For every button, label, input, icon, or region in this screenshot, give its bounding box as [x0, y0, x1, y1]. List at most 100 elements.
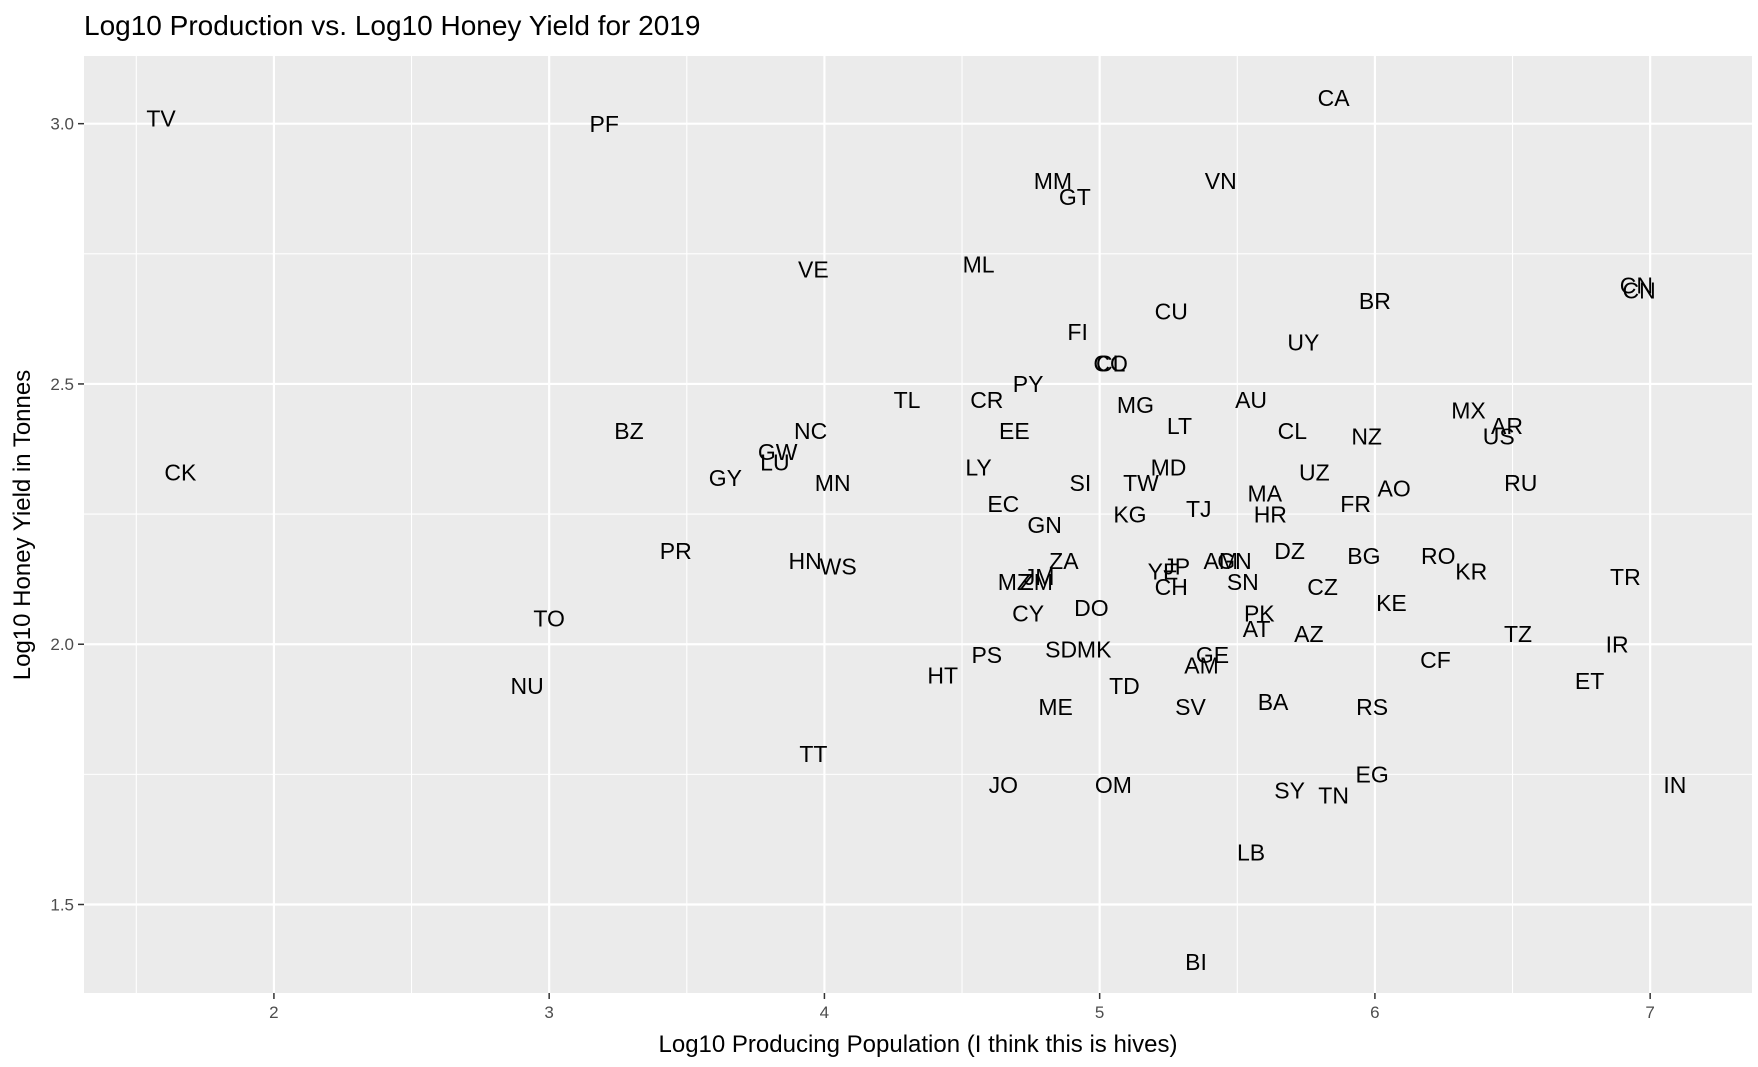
- point-label-ee: EE: [999, 418, 1030, 444]
- x-tick-label: 5: [1095, 1003, 1104, 1022]
- point-label-nu: NU: [511, 673, 544, 699]
- point-label-br: BR: [1359, 288, 1391, 314]
- point-label-tt: TT: [799, 741, 827, 767]
- point-label-ec: EC: [987, 491, 1019, 517]
- point-label-ma: MA: [1248, 481, 1283, 507]
- y-tick-label: 1.5: [50, 896, 74, 915]
- point-label-jm: JM: [1024, 564, 1055, 590]
- point-label-dz: DZ: [1274, 538, 1305, 564]
- point-label-mn: MN: [815, 470, 851, 496]
- point-label-cy: CY: [1012, 600, 1044, 626]
- point-label-am: AM: [1184, 652, 1219, 678]
- point-label-ve: VE: [798, 257, 829, 283]
- point-label-mk: MK: [1077, 637, 1112, 663]
- point-label-cz: CZ: [1307, 574, 1338, 600]
- point-label-tj: TJ: [1186, 496, 1212, 522]
- point-label-bi: BI: [1185, 949, 1207, 975]
- point-label-at: AT: [1243, 616, 1271, 642]
- point-label-ro: RO: [1421, 543, 1456, 569]
- y-tick-label: 2.5: [50, 375, 74, 394]
- point-label-mx: MX: [1451, 397, 1486, 423]
- point-label-gy: GY: [709, 465, 742, 491]
- point-label-gn: GN: [1217, 548, 1252, 574]
- point-label-lu: LU: [760, 449, 789, 475]
- point-label-ar: AR: [1491, 413, 1523, 439]
- minor-gridlines: [84, 56, 1752, 993]
- point-label-bg: BG: [1347, 543, 1380, 569]
- point-label-tl: TL: [894, 387, 921, 413]
- point-label-jo: JO: [989, 772, 1018, 798]
- point-label-fr: FR: [1340, 491, 1371, 517]
- point-label-gt: GT: [1059, 184, 1091, 210]
- point-label-sy: SY: [1274, 777, 1305, 803]
- point-label-lt: LT: [1167, 413, 1192, 439]
- point-label-rs: RS: [1356, 694, 1388, 720]
- point-label-pr: PR: [660, 538, 692, 564]
- point-label-au: AU: [1235, 387, 1267, 413]
- point-label-pk: PK: [1244, 600, 1275, 626]
- point-label-tz: TZ: [1504, 621, 1532, 647]
- point-label-cn: CN: [1623, 278, 1656, 304]
- x-tick-label: 4: [820, 1003, 829, 1022]
- point-label-kg: KG: [1113, 501, 1146, 527]
- point-label-tn: TN: [1318, 782, 1349, 808]
- point-label-ly: LY: [965, 455, 991, 481]
- point-label-cr: CR: [970, 387, 1003, 413]
- point-label-ke: KE: [1376, 590, 1407, 616]
- y-tick-label: 2.0: [50, 635, 74, 654]
- point-label-om: OM: [1095, 772, 1132, 798]
- point-label-sv: SV: [1175, 694, 1206, 720]
- point-label-ws: WS: [820, 553, 857, 579]
- point-label-mz: MZ: [998, 569, 1031, 595]
- point-label-sd: SD: [1045, 637, 1077, 663]
- point-label-ru: RU: [1504, 470, 1537, 496]
- point-label-tr: TR: [1610, 564, 1641, 590]
- point-label-ca: CA: [1318, 85, 1351, 111]
- point-label-eg: EG: [1356, 762, 1389, 788]
- point-label-uy: UY: [1287, 330, 1319, 356]
- point-label-ba: BA: [1258, 689, 1289, 715]
- point-label-ye: YE: [1148, 559, 1179, 585]
- point-label-gn: GN: [1027, 512, 1062, 538]
- point-label-md: MD: [1151, 455, 1187, 481]
- plot-panel: [84, 56, 1752, 993]
- point-label-mg: MG: [1117, 392, 1154, 418]
- point-label-jp: JP: [1163, 553, 1190, 579]
- point-label-in: IN: [1663, 772, 1686, 798]
- point-label-kr: KR: [1455, 559, 1487, 585]
- point-label-cu: CU: [1155, 298, 1188, 324]
- point-label-sn: SN: [1227, 569, 1259, 595]
- point-label-nz: NZ: [1351, 423, 1382, 449]
- point-label-hr: HR: [1254, 501, 1287, 527]
- point-label-ch: CH: [1155, 574, 1188, 600]
- point-label-co: CO: [1093, 350, 1128, 376]
- point-label-us: US: [1483, 423, 1515, 449]
- y-axis: 1.5 2.0 2.5 3.0: [50, 115, 84, 915]
- chart-title: Log10 Production vs. Log10 Honey Yield f…: [84, 10, 700, 41]
- point-label-cl: CL: [1096, 350, 1126, 376]
- point-label-hn: HN: [789, 548, 822, 574]
- point-label-lb: LB: [1237, 840, 1265, 866]
- point-label-cf: CF: [1420, 647, 1451, 673]
- x-tick-label: 7: [1645, 1003, 1654, 1022]
- point-label-et: ET: [1575, 668, 1604, 694]
- point-label-nc: NC: [794, 418, 827, 444]
- point-label-ir: IR: [1606, 632, 1629, 658]
- point-label-ge: GE: [1196, 642, 1229, 668]
- point-label-py: PY: [1013, 371, 1044, 397]
- point-label-bz: BZ: [614, 418, 643, 444]
- point-label-me: ME: [1038, 694, 1073, 720]
- x-tick-label: 6: [1370, 1003, 1379, 1022]
- point-label-do: DO: [1074, 595, 1109, 621]
- point-label-tv: TV: [146, 106, 176, 132]
- x-tick-label: 2: [269, 1003, 278, 1022]
- point-label-tw: TW: [1123, 470, 1159, 496]
- x-axis: 2 3 4 5 6 7: [269, 993, 1655, 1022]
- point-label-gw: GW: [758, 439, 798, 465]
- point-label-td: TD: [1109, 673, 1140, 699]
- point-label-fi: FI: [1067, 319, 1087, 345]
- point-label-ao: AO: [1378, 475, 1411, 501]
- point-label-uz: UZ: [1299, 460, 1330, 486]
